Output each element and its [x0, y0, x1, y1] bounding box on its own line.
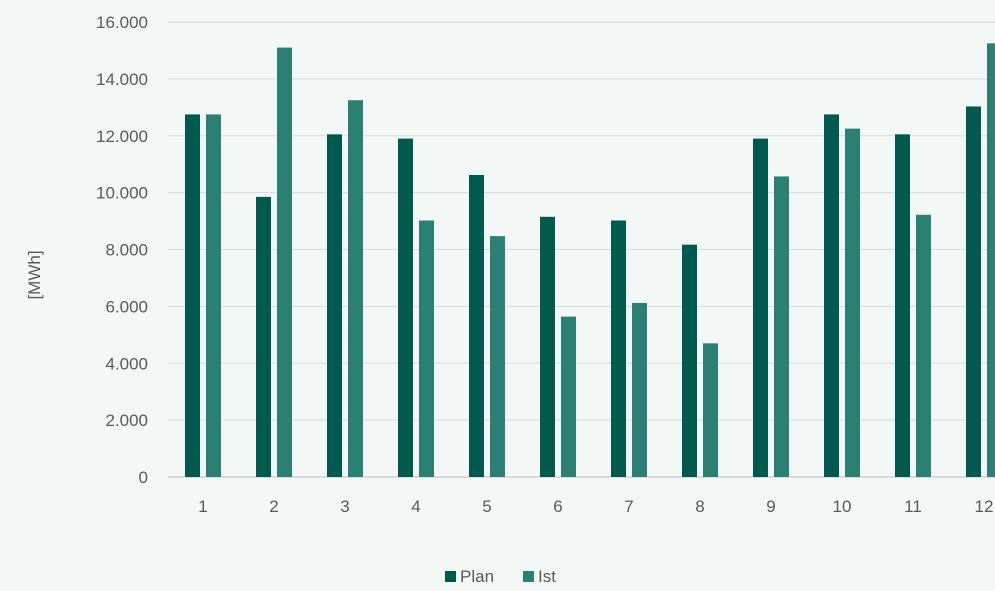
- x-tick-label: 6: [553, 497, 562, 516]
- bar-plan-3: [327, 134, 342, 477]
- bar-plan-9: [753, 138, 768, 477]
- legend: Plan Ist: [445, 567, 556, 586]
- bar-plan-8: [682, 244, 697, 477]
- y-tick-label: 8.000: [105, 241, 148, 260]
- legend-swatch-ist: [523, 571, 534, 582]
- x-tick-label: 11: [904, 497, 922, 516]
- legend-label-ist: Ist: [538, 567, 556, 586]
- bar-ist-1: [206, 114, 221, 477]
- x-tick-label: 4: [411, 497, 420, 516]
- bar-plan-10: [824, 114, 839, 477]
- bar-plan-7: [611, 220, 626, 477]
- bar-plan-12: [966, 106, 981, 477]
- x-tick-label: 3: [340, 497, 349, 516]
- x-axis-ticks: 1 2 3 4 5 6 7 8 9 10 11 12: [198, 497, 993, 516]
- bar-plan-2: [256, 196, 271, 477]
- bar-plan-5: [469, 174, 484, 477]
- y-tick-label: 0: [139, 468, 148, 487]
- y-tick-label: 6.000: [105, 297, 148, 316]
- bar-ist-3: [348, 100, 363, 477]
- y-tick-label: 4.000: [105, 354, 148, 373]
- x-tick-label: 10: [833, 497, 852, 516]
- x-tick-label: 1: [198, 497, 207, 516]
- bar-ist-12: [987, 43, 995, 477]
- y-tick-label: 16.000: [96, 13, 148, 32]
- x-tick-label: 5: [482, 497, 491, 516]
- x-tick-label: 9: [766, 497, 775, 516]
- y-axis-ticks: 0 2.000 4.000 6.000 8.000 10.000 12.000 14.000 1…: [96, 13, 148, 487]
- bar-plan-6: [540, 216, 555, 477]
- y-axis-title: [MWh]: [25, 250, 44, 299]
- x-tick-label: 7: [624, 497, 633, 516]
- y-tick-label: 14.000: [96, 70, 148, 89]
- bar-ist-9: [774, 176, 789, 477]
- legend-swatch-plan: [445, 571, 456, 582]
- y-tick-label: 2.000: [105, 411, 148, 430]
- bar-plan-11: [895, 134, 910, 477]
- legend-label-plan: Plan: [460, 567, 494, 586]
- gridlines: [168, 21, 995, 478]
- y-tick-label: 12.000: [96, 127, 148, 146]
- bar-ist-10: [845, 128, 860, 477]
- bar-ist-4: [419, 220, 434, 477]
- bar-ist-6: [561, 316, 576, 477]
- y-tick-label: 10.000: [96, 184, 148, 203]
- x-tick-label: 12: [975, 497, 994, 516]
- bar-ist-2: [277, 47, 292, 477]
- bar-ist-5: [490, 236, 505, 477]
- bar-ist-8: [703, 343, 718, 477]
- x-tick-label: 8: [695, 497, 704, 516]
- x-tick-label: 2: [269, 497, 278, 516]
- bar-plan-1: [185, 114, 200, 477]
- bar-ist-7: [632, 302, 647, 477]
- bar-plan-4: [398, 138, 413, 477]
- bar-ist-11: [916, 214, 931, 477]
- bars: [185, 43, 995, 477]
